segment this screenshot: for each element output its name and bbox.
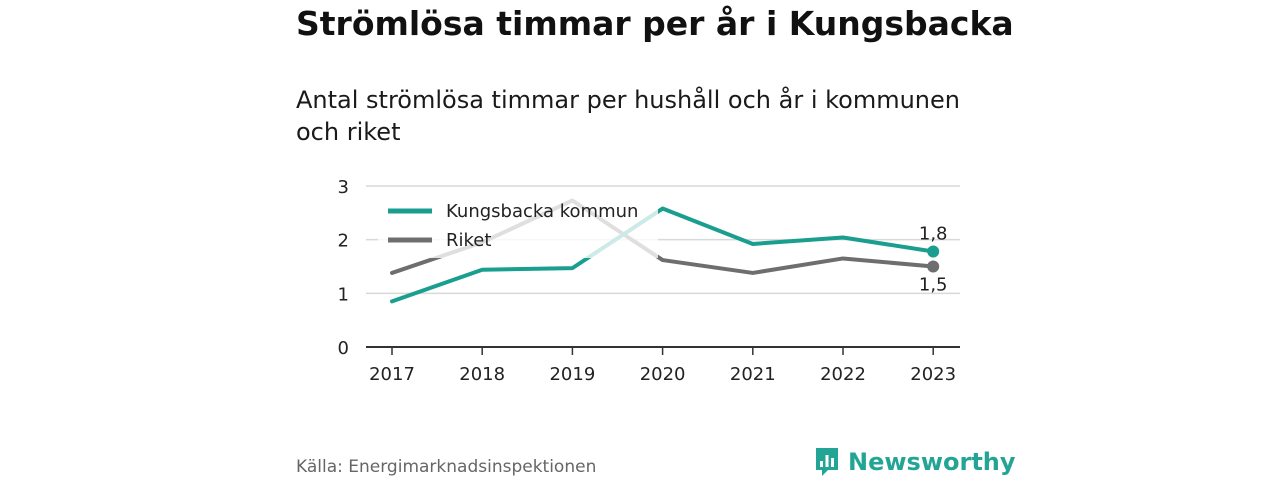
brand-logo: Newsworthy [814,446,1016,478]
x-tick-label: 2021 [730,364,776,385]
end-value-label: 1,5 [919,275,948,296]
y-tick-label: 0 [338,338,349,359]
end-marker [927,260,940,273]
x-tick-label: 2017 [369,364,415,385]
brand-name: Newsworthy [848,448,1016,476]
end-marker [927,245,940,258]
x-axis: 2017 2018 2019 2020 2021 2022 2023 [366,346,960,385]
legend: Kungsbacka kommun Riket [378,196,658,258]
legend-backdrop [378,196,658,258]
y-tick-label: 1 [338,284,349,305]
chart-subtitle: Antal strömlösa timmar per hushåll och å… [296,86,960,146]
source-note: Källa: Energimarknadsinspektionen [296,457,597,477]
series-line-kungsbacka [390,206,936,304]
x-tick-label: 2023 [910,364,956,385]
legend-label: Riket [446,230,491,251]
x-tick-label: 2018 [459,364,505,385]
y-tick-label: 3 [338,177,349,198]
legend-label: Kungsbacka kommun [446,201,638,222]
bar-chart-logo-icon [816,448,838,476]
y-axis: 0 1 2 3 [338,177,349,359]
end-value-label: 1,8 [919,223,948,244]
y-tick-label: 2 [338,231,349,252]
x-tick-label: 2022 [820,364,866,385]
x-tick-label: 2020 [640,364,686,385]
chart-title: Strömlösa timmar per år i Kungsbacka [296,4,1014,43]
x-tick-label: 2019 [549,364,595,385]
